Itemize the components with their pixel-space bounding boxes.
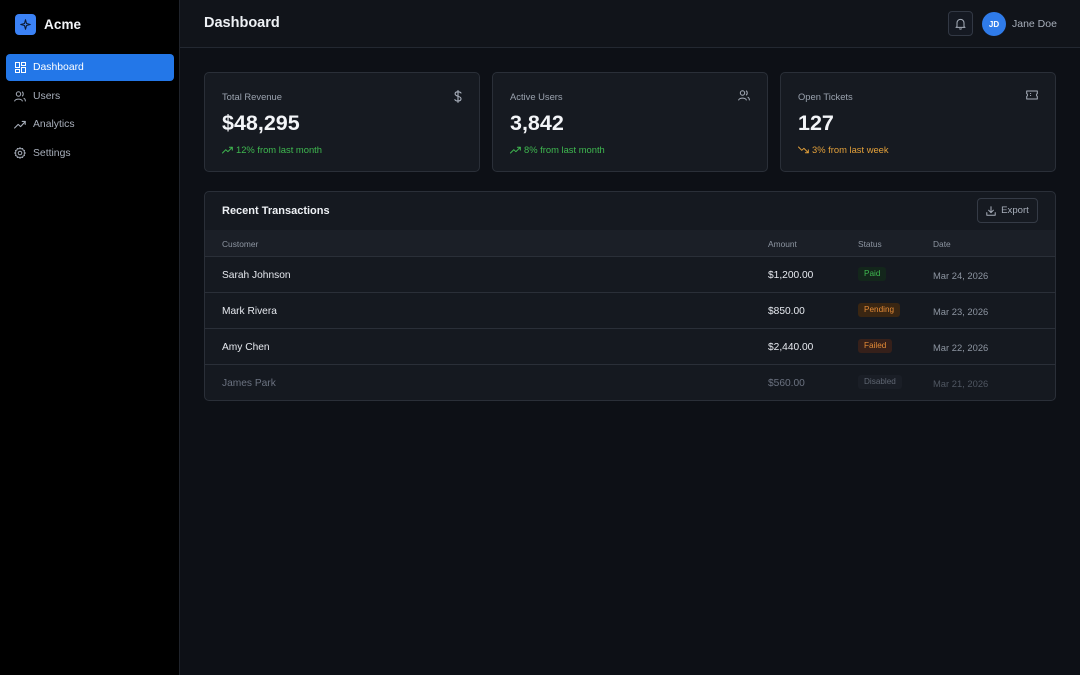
column-header-date[interactable]: Date bbox=[933, 239, 951, 249]
table-row[interactable]: Sarah Johnson $1,200.00 Paid Mar 24, 202… bbox=[205, 257, 1055, 293]
cell-date: Mar 23, 2026 bbox=[933, 306, 989, 317]
users-icon bbox=[14, 90, 26, 102]
status-badge: Pending bbox=[858, 303, 901, 317]
stat-card-users: Active Users 3,842 8% from last month bbox=[492, 72, 768, 172]
export-label: Export bbox=[1001, 205, 1029, 216]
dashboard-icon bbox=[14, 62, 26, 74]
trending-up-icon bbox=[222, 146, 233, 154]
analytics-icon bbox=[14, 119, 26, 131]
stat-card-tickets: Open Tickets 127 3% from last week bbox=[780, 72, 1056, 172]
ticket-icon bbox=[1026, 90, 1038, 100]
stat-value: 127 bbox=[798, 111, 834, 135]
user-name[interactable]: Jane Doe bbox=[1012, 18, 1057, 30]
trending-up-icon bbox=[510, 146, 521, 154]
brand-name: Acme bbox=[44, 16, 82, 32]
stat-label: Active Users bbox=[510, 91, 563, 102]
table-row[interactable]: Mark Rivera $850.00 Pending Mar 23, 2026 bbox=[205, 293, 1055, 329]
sidebar-item-label: Dashboard bbox=[33, 62, 84, 73]
sidebar-item-label: Analytics bbox=[33, 119, 75, 131]
download-icon bbox=[986, 205, 996, 216]
sidebar: Acme Dashboard Users bbox=[0, 0, 180, 675]
status-badge: Paid bbox=[858, 267, 887, 281]
table-row-disabled: James Park $560.00 Disabled Mar 21, 2026 bbox=[205, 365, 1055, 400]
stat-value: $48,295 bbox=[222, 111, 300, 135]
stat-value: 3,842 bbox=[510, 111, 564, 135]
cell-customer: Mark Rivera bbox=[222, 306, 277, 317]
sidebar-item-dashboard[interactable]: Dashboard bbox=[6, 54, 174, 81]
dollar-icon bbox=[454, 90, 462, 103]
cell-date: Mar 24, 2026 bbox=[933, 270, 989, 281]
settings-icon bbox=[14, 147, 26, 160]
bell-icon bbox=[955, 18, 966, 30]
brand-logo-icon bbox=[15, 13, 36, 35]
status-badge: Failed bbox=[858, 339, 893, 353]
panel-title: Recent Transactions bbox=[222, 205, 330, 217]
sidebar-item-settings[interactable]: Settings bbox=[6, 140, 174, 167]
stat-card-revenue: Total Revenue $48,295 12% from last mont… bbox=[204, 72, 480, 172]
sidebar-item-label: Settings bbox=[33, 147, 71, 159]
cell-customer: Amy Chen bbox=[222, 342, 270, 353]
table-row[interactable]: Amy Chen $2,440.00 Failed Mar 22, 2026 bbox=[205, 329, 1055, 365]
brand[interactable]: Acme bbox=[15, 13, 81, 35]
stat-trend-text: 3% from last week bbox=[812, 144, 889, 155]
column-header-status[interactable]: Status bbox=[858, 239, 882, 249]
cell-date: Mar 21, 2026 bbox=[933, 378, 989, 389]
export-button[interactable]: Export bbox=[977, 198, 1038, 223]
cell-customer: James Park bbox=[222, 378, 276, 389]
sidebar-item-analytics[interactable]: Analytics bbox=[6, 111, 174, 138]
stat-trend: 3% from last week bbox=[798, 144, 889, 155]
stat-trend-text: 12% from last month bbox=[236, 144, 322, 155]
table-header: Customer Amount Status Date bbox=[205, 230, 1055, 257]
cell-amount: $1,200.00 bbox=[768, 270, 814, 281]
page-title: Dashboard bbox=[204, 15, 280, 31]
stat-trend-text: 8% from last month bbox=[524, 144, 605, 155]
trending-down-icon bbox=[798, 146, 809, 154]
column-header-amount[interactable]: Amount bbox=[768, 239, 797, 249]
stat-trend: 8% from last month bbox=[510, 144, 605, 155]
sidebar-item-users[interactable]: Users bbox=[6, 83, 174, 110]
cell-amount: $2,440.00 bbox=[768, 342, 814, 353]
sidebar-nav: Dashboard Users Analytics bbox=[6, 54, 174, 168]
avatar[interactable]: JD bbox=[982, 12, 1006, 36]
stat-trend: 12% from last month bbox=[222, 144, 322, 155]
notifications-button[interactable] bbox=[948, 11, 973, 36]
top-header: Dashboard JD Jane Doe bbox=[180, 0, 1080, 48]
users-icon bbox=[738, 90, 750, 101]
status-badge: Disabled bbox=[858, 375, 902, 389]
cell-amount: $850.00 bbox=[768, 306, 805, 317]
sidebar-item-label: Users bbox=[33, 90, 61, 102]
transactions-panel: Recent Transactions Export Customer Amou… bbox=[204, 191, 1056, 401]
cell-customer: Sarah Johnson bbox=[222, 270, 291, 281]
stat-label: Open Tickets bbox=[798, 91, 853, 102]
cell-amount: $560.00 bbox=[768, 378, 805, 389]
stat-label: Total Revenue bbox=[222, 91, 282, 102]
cell-date: Mar 22, 2026 bbox=[933, 342, 989, 353]
column-header-customer[interactable]: Customer bbox=[222, 239, 259, 249]
